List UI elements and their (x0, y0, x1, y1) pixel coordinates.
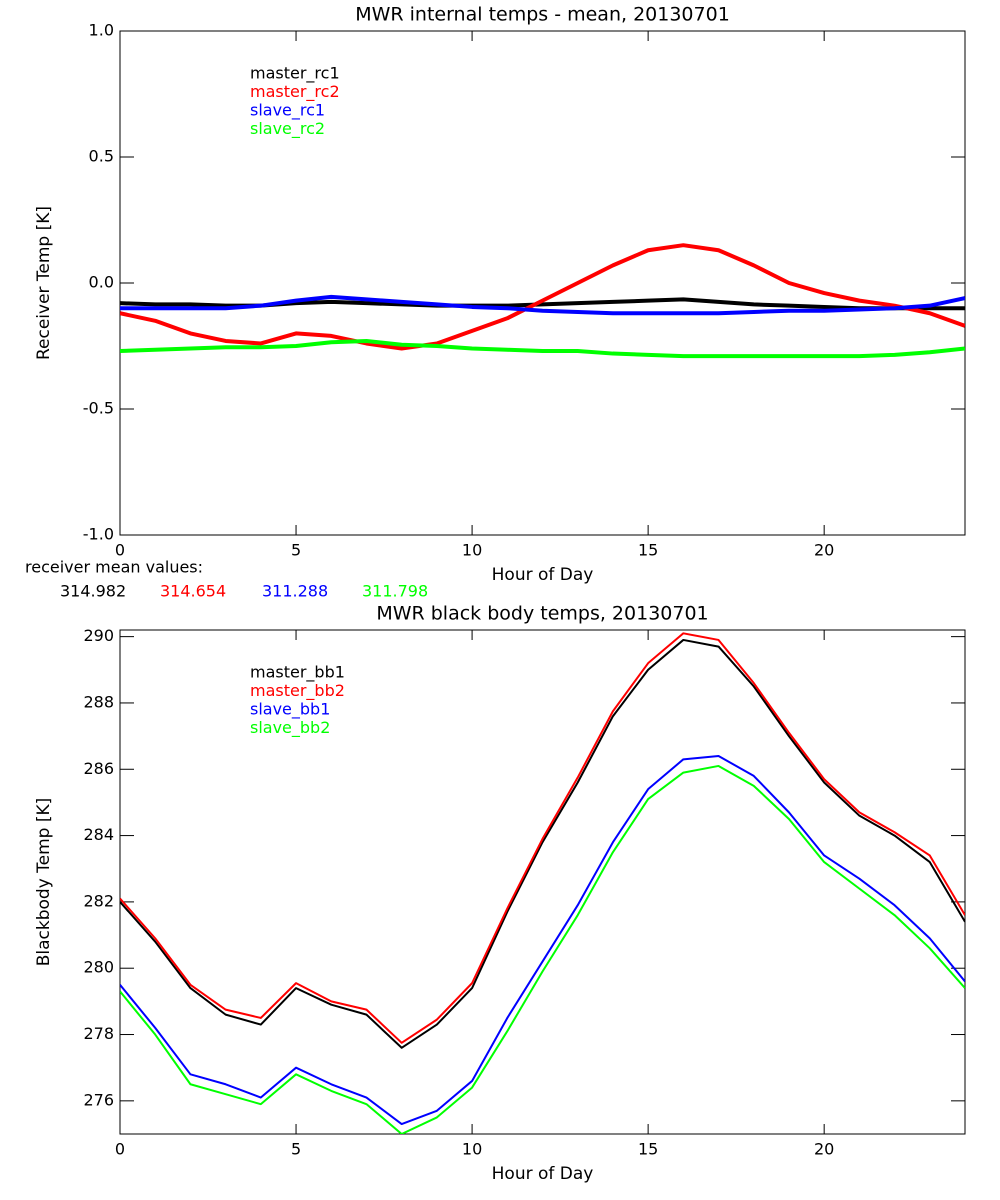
x-tick-label: 15 (638, 1140, 658, 1159)
series-line (120, 338, 965, 359)
legend-label: master_rc1 (250, 64, 340, 84)
x-tick-label: 10 (462, 1140, 482, 1159)
x-tick-label: 20 (814, 1140, 834, 1159)
y-tick-label: 1.0 (89, 21, 114, 40)
series-line (120, 638, 965, 1049)
y-tick-label: 278 (83, 1024, 114, 1043)
plot-area (120, 632, 965, 1134)
mean-value: 311.288 (262, 582, 328, 601)
y-tick-label: 284 (83, 825, 114, 844)
x-tick-label: 15 (638, 541, 658, 560)
legend-label: master_bb1 (250, 663, 345, 683)
legend-label: slave_rc2 (250, 119, 325, 139)
legend-label: master_bb2 (250, 681, 345, 701)
annotation: receiver mean values: (25, 558, 203, 577)
plot-area (120, 243, 965, 359)
plot-frame (119, 629, 966, 1135)
series-line (120, 294, 965, 316)
legend-label: slave_rc1 (250, 101, 325, 121)
chart-title: MWR black body temps, 20130701 (376, 603, 708, 625)
chart-title: MWR internal temps - mean, 20130701 (355, 4, 730, 26)
series-line (120, 243, 965, 351)
x-axis-label: Hour of Day (492, 565, 594, 585)
series-line (120, 764, 965, 1134)
legend-label: slave_bb2 (250, 718, 330, 738)
x-tick-label: 0 (115, 1140, 125, 1159)
y-tick-label: 0.0 (89, 273, 114, 292)
legend-label: slave_bb1 (250, 700, 330, 720)
mean-value: 311.798 (362, 582, 428, 601)
y-axis-label: Receiver Temp [K] (34, 206, 54, 360)
y-tick-label: 276 (83, 1090, 114, 1109)
x-tick-label: 5 (291, 541, 301, 560)
x-tick-label: 10 (462, 541, 482, 560)
series-line (120, 755, 965, 1126)
y-tick-label: 286 (83, 759, 114, 778)
y-tick-label: 0.5 (89, 147, 114, 166)
y-axis-label: Blackbody Temp [K] (34, 798, 54, 967)
mean-value: 314.982 (60, 582, 126, 601)
y-tick-label: 282 (83, 891, 114, 910)
y-tick-label: 290 (83, 626, 114, 645)
x-tick-label: 5 (291, 1140, 301, 1159)
legend-label: master_rc2 (250, 82, 340, 102)
y-tick-label: -0.5 (83, 399, 114, 418)
y-tick-label: 280 (83, 958, 114, 977)
mean-value: 314.654 (160, 582, 226, 601)
x-tick-label: 20 (814, 541, 834, 560)
plot-frame (119, 30, 966, 536)
x-tick-label: 0 (115, 541, 125, 560)
y-tick-label: -1.0 (83, 525, 114, 544)
y-tick-label: 288 (83, 692, 114, 711)
series-line (120, 632, 965, 1044)
x-axis-label: Hour of Day (492, 1164, 594, 1184)
